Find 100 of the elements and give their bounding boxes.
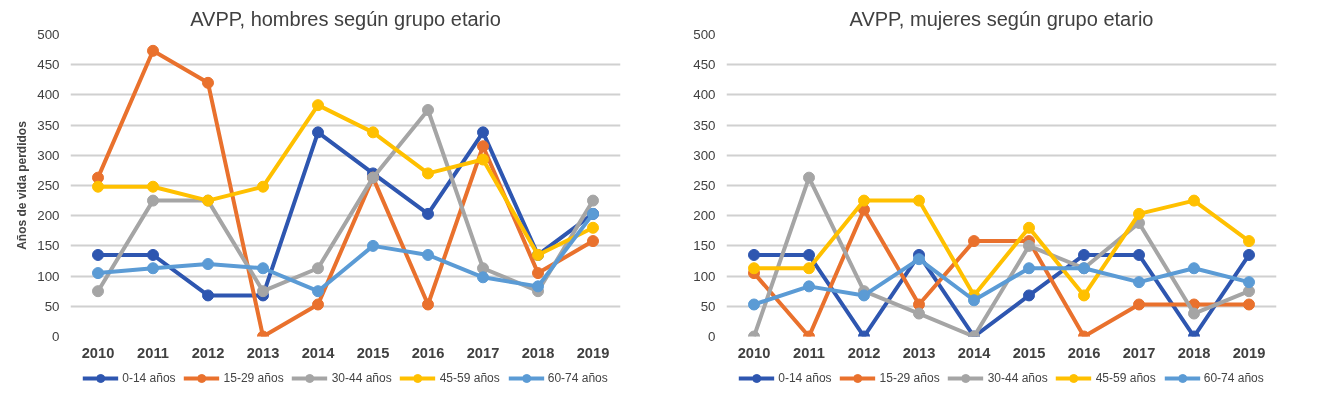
x-tick-label: 2012 (847, 344, 881, 361)
point (202, 76, 214, 89)
point (1078, 248, 1090, 261)
legend-label: 60-74 años (547, 371, 608, 385)
y-tick-label: 400 (693, 87, 716, 103)
x-tick-label: 2011 (137, 344, 169, 361)
y-tick-label: 500 (37, 27, 60, 42)
legend-label: 30-44 años (987, 371, 1048, 385)
point (477, 126, 489, 139)
point (748, 298, 760, 311)
x-tick-label: 2017 (1122, 344, 1156, 361)
point (312, 298, 324, 311)
y-tick-label: 400 (37, 87, 60, 103)
legend-label: 0-14 años (778, 371, 832, 385)
y-tick-label: 450 (37, 57, 60, 73)
point (367, 126, 379, 139)
x-tick-label: 2010 (81, 344, 115, 361)
point (1023, 239, 1035, 252)
point (147, 262, 159, 275)
x-tick-label: 2018 (1177, 344, 1211, 361)
point (803, 262, 815, 275)
point (312, 285, 324, 298)
x-tick-label: 2018 (521, 344, 555, 361)
point (92, 180, 104, 193)
point (748, 248, 760, 261)
point (147, 248, 159, 261)
point (147, 44, 159, 57)
point (1188, 262, 1200, 275)
y-tick-label: 50 (700, 298, 716, 314)
chart-title: AVPP, hombres según grupo etario (190, 7, 501, 30)
point (312, 262, 324, 275)
point (312, 99, 324, 112)
legend-label: 15-29 años (879, 371, 940, 385)
x-tick-label: 2010 (737, 344, 771, 361)
x-tick-label: 2016 (411, 344, 445, 361)
point (1243, 276, 1255, 289)
point (422, 167, 434, 180)
point (1023, 221, 1035, 234)
y-tick-label: 0 (52, 329, 60, 344)
point (257, 285, 269, 298)
point (367, 239, 379, 252)
legend-label: 30-44 años (331, 371, 392, 385)
x-tick-label: 2012 (191, 344, 225, 361)
y-tick-label: 250 (37, 178, 60, 193)
point (968, 235, 980, 248)
legend-label: 15-29 años (223, 371, 284, 385)
x-tick-label: 2014 (301, 344, 336, 361)
point (1078, 289, 1090, 302)
y-tick-label: 500 (693, 27, 716, 42)
point (422, 104, 434, 116)
point (477, 271, 489, 284)
point (1023, 289, 1035, 302)
x-tick-label: 2013 (246, 344, 280, 361)
point (477, 153, 489, 166)
point (477, 140, 489, 153)
x-tick-label: 2019 (1232, 344, 1266, 361)
point (858, 289, 870, 302)
point (422, 248, 434, 261)
point (202, 258, 214, 271)
x-tick-label: 2013 (902, 344, 936, 361)
y-tick-label: 50 (44, 298, 60, 314)
point (532, 267, 544, 280)
point (913, 307, 925, 320)
point (1188, 194, 1200, 207)
point (587, 194, 599, 207)
y-tick-label: 200 (37, 208, 60, 224)
point (803, 248, 815, 261)
x-tick-label: 2017 (466, 344, 500, 361)
legend-label: 60-74 años (1203, 371, 1264, 385)
point (1243, 298, 1255, 311)
point (748, 262, 760, 275)
point (1023, 262, 1035, 275)
y-tick-label: 0 (708, 329, 716, 344)
y-tick-label: 450 (693, 57, 716, 73)
point (1133, 276, 1145, 289)
point (202, 289, 214, 302)
y-tick-label: 200 (693, 208, 716, 224)
y-tick-label: 300 (37, 147, 60, 163)
point (92, 267, 104, 280)
point (532, 280, 544, 293)
point (147, 194, 159, 207)
point (1243, 248, 1255, 261)
x-tick-label: 2015 (1012, 344, 1046, 361)
x-tick-label: 2019 (576, 344, 610, 361)
point (803, 280, 815, 293)
y-tick-label: 350 (693, 117, 716, 133)
x-tick-label: 2011 (793, 344, 825, 361)
point (858, 194, 870, 207)
point (422, 207, 434, 220)
point (92, 285, 104, 298)
point (587, 235, 599, 248)
y-tick-label: 100 (37, 268, 60, 284)
point (422, 298, 434, 311)
point (1188, 307, 1200, 320)
x-tick-label: 2015 (356, 344, 390, 361)
point (1133, 298, 1145, 311)
x-tick-label: 2014 (957, 344, 992, 361)
y-tick-label: 350 (37, 117, 60, 133)
point (1133, 207, 1145, 220)
x-tick-label: 2016 (1067, 344, 1101, 361)
